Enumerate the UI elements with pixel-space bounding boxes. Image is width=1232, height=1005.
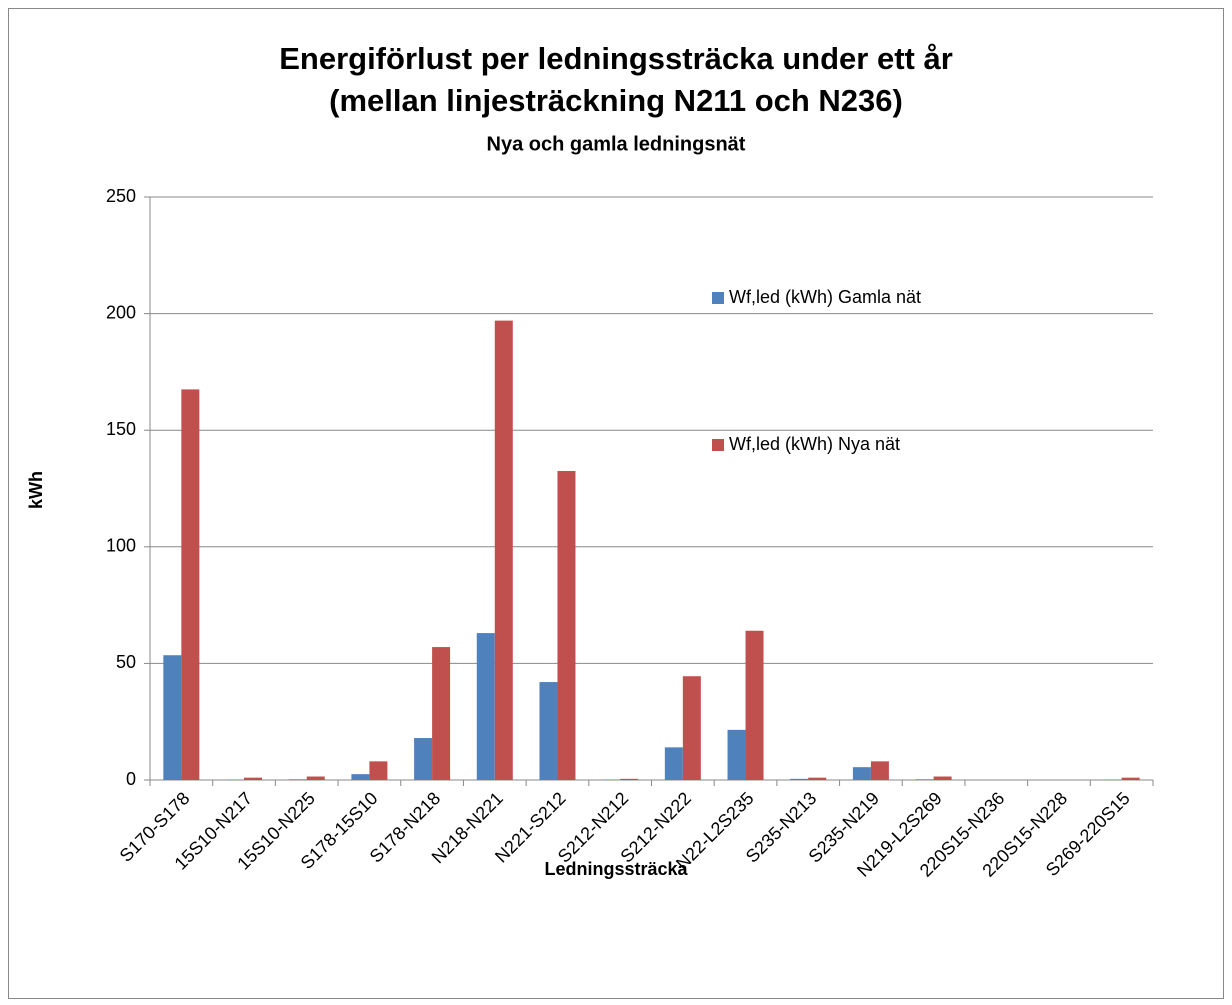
chart-title: Energiförlust per ledningssträcka under … xyxy=(279,41,953,76)
y-tick-label: 0 xyxy=(126,769,136,789)
bar xyxy=(790,778,809,780)
x-axis-label: Ledningssträcka xyxy=(544,859,688,879)
y-tick-label: 250 xyxy=(106,186,136,206)
legend-swatch xyxy=(712,439,724,451)
bar xyxy=(727,729,746,780)
chart-title: (mellan linjesträckning N211 och N236) xyxy=(329,83,903,118)
legend-label: Wf,led (kWh) Nya nät xyxy=(729,434,900,454)
bar xyxy=(414,738,433,780)
bar xyxy=(870,761,889,780)
bar xyxy=(915,779,934,780)
bar xyxy=(852,767,871,780)
chart-frame xyxy=(8,8,1224,999)
bar xyxy=(1121,777,1140,780)
bar xyxy=(476,633,495,780)
legend-label: Wf,led (kWh) Gamla nät xyxy=(729,287,921,307)
bar xyxy=(494,320,513,780)
bar xyxy=(288,779,307,780)
bar xyxy=(664,747,683,780)
chart-subtitle: Nya och gamla ledningsnät xyxy=(487,133,746,155)
bar xyxy=(306,776,325,780)
bar xyxy=(682,676,701,780)
bar xyxy=(432,647,451,780)
bar xyxy=(244,777,263,780)
legend-swatch xyxy=(712,292,724,304)
bar xyxy=(557,471,576,780)
bar xyxy=(933,776,952,780)
y-tick-label: 150 xyxy=(106,419,136,439)
bar xyxy=(351,774,370,780)
bar xyxy=(369,761,388,780)
bar xyxy=(539,682,558,780)
y-axis-label: kWh xyxy=(26,471,46,509)
bar xyxy=(163,655,182,780)
bar xyxy=(808,777,827,780)
bar xyxy=(620,778,639,780)
y-tick-label: 200 xyxy=(106,302,136,322)
y-tick-label: 50 xyxy=(116,652,136,672)
bar xyxy=(181,389,200,780)
y-tick-label: 100 xyxy=(106,536,136,556)
bar xyxy=(745,630,764,780)
